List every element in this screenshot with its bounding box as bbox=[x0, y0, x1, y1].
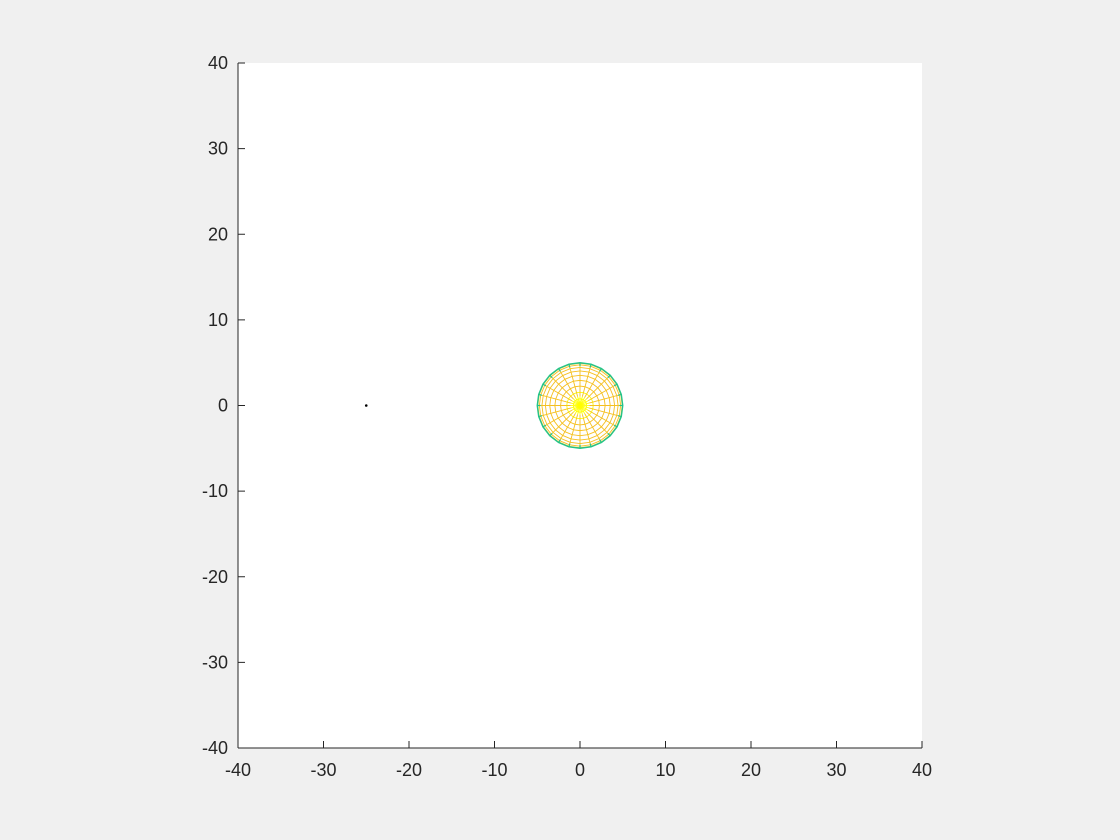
y-tick-label: -40 bbox=[202, 738, 228, 758]
mesh-radial-line bbox=[581, 367, 591, 397]
mesh-sphere bbox=[536, 362, 624, 449]
mesh-radial-line bbox=[584, 413, 601, 440]
y-tick-label: 10 bbox=[208, 310, 228, 330]
mesh-radial-line bbox=[617, 393, 622, 396]
mesh-radial-line bbox=[551, 411, 574, 434]
mesh-radial-line bbox=[607, 374, 611, 379]
mesh-radial-line bbox=[549, 374, 553, 379]
x-tick-label: -40 bbox=[225, 760, 251, 780]
mesh-radial-line bbox=[569, 367, 579, 397]
mesh-radial-line bbox=[558, 368, 561, 372]
data-point bbox=[364, 404, 368, 407]
x-tick-label: -10 bbox=[481, 760, 507, 780]
mesh-radial-line bbox=[559, 371, 576, 398]
mesh-radial-line bbox=[586, 411, 609, 434]
mesh-radial-line bbox=[568, 364, 571, 368]
mesh-radial-line bbox=[599, 439, 602, 443]
y-tick-label: 40 bbox=[208, 53, 228, 73]
mesh-radial-line bbox=[584, 371, 601, 398]
x-axis-ticks: -40 -30 -20 -10 0 10 20 30 40 bbox=[225, 741, 932, 780]
mesh-radial-line bbox=[541, 407, 572, 417]
mesh-radial-line bbox=[551, 377, 574, 400]
mesh-radial-line bbox=[607, 432, 611, 437]
x-tick-label: 30 bbox=[826, 760, 846, 780]
mesh-radial-line bbox=[587, 409, 615, 426]
y-tick-label: 30 bbox=[208, 139, 228, 159]
mesh-radial-line bbox=[589, 364, 592, 368]
mesh-radial-line bbox=[586, 377, 609, 400]
y-tick-label: 0 bbox=[218, 396, 228, 416]
y-tick-label: -30 bbox=[202, 652, 228, 672]
mesh-radial-line bbox=[549, 432, 553, 437]
mesh-radial-line bbox=[545, 409, 573, 426]
mesh-radial-line bbox=[569, 414, 579, 444]
mesh-radial-line bbox=[559, 413, 576, 440]
mesh-radial-line bbox=[542, 424, 547, 428]
mesh-radial-line bbox=[541, 394, 572, 404]
mesh-radial-line bbox=[545, 385, 573, 402]
y-axis-ticks: -40 -30 -20 -10 0 10 20 30 40 bbox=[202, 53, 245, 758]
mesh-radial-line bbox=[568, 443, 571, 447]
x-tick-label: 40 bbox=[912, 760, 932, 780]
x-tick-label: 10 bbox=[655, 760, 675, 780]
x-tick-label: -30 bbox=[310, 760, 336, 780]
mesh-radial-line bbox=[589, 443, 592, 447]
mesh-radial-line bbox=[599, 368, 602, 372]
mesh-radial-line bbox=[617, 415, 622, 418]
mesh-radial-line bbox=[613, 383, 618, 387]
x-tick-label: -20 bbox=[396, 760, 422, 780]
mesh-radial-line bbox=[613, 424, 618, 428]
scatter-points bbox=[364, 404, 368, 407]
mesh-radial-line bbox=[588, 394, 619, 404]
mesh-radial-line bbox=[538, 393, 543, 396]
x-tick-label: 20 bbox=[741, 760, 761, 780]
mesh-radial-line bbox=[542, 383, 547, 387]
mesh-radial-line bbox=[588, 407, 619, 417]
y-tick-label: -20 bbox=[202, 567, 228, 587]
y-tick-label: 20 bbox=[208, 224, 228, 244]
mesh-radial-line bbox=[538, 415, 543, 418]
y-tick-label: -10 bbox=[202, 481, 228, 501]
mesh-radial-line bbox=[587, 385, 615, 402]
mesh-radial-line bbox=[581, 414, 591, 444]
mesh-radial-line bbox=[579, 405, 590, 409]
x-tick-label: 0 bbox=[575, 760, 585, 780]
mesh-radial-line bbox=[558, 439, 561, 443]
